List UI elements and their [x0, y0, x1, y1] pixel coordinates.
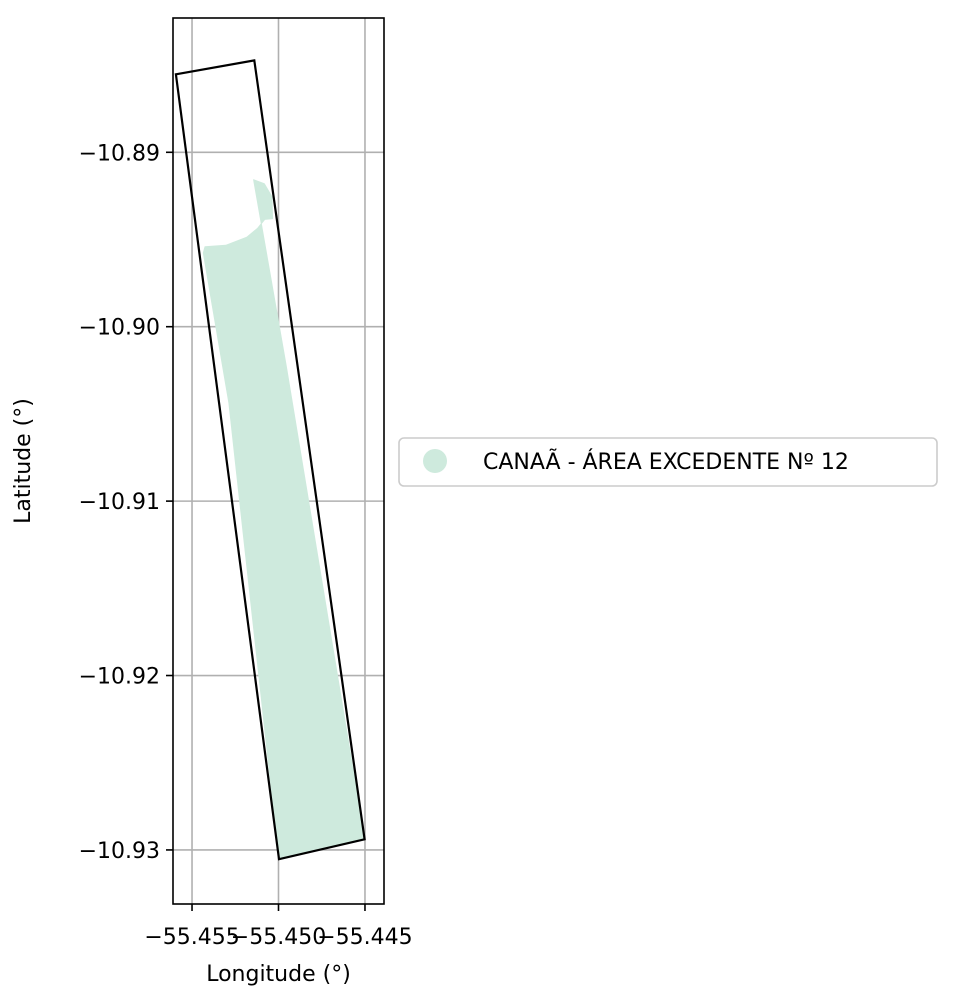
boundary-layer [174, 59, 366, 861]
legend-box [398, 437, 938, 487]
legend-marker [423, 449, 447, 473]
y-tick-label: −10.92 [79, 665, 160, 690]
y-axis-label: Latitude (°) [11, 398, 36, 524]
x-tick-label: −55.450 [231, 925, 326, 950]
x-tick-label: −55.445 [317, 925, 412, 950]
x-axis-label: Longitude (°) [206, 962, 351, 987]
plot-area [172, 17, 385, 905]
y-tick-label: −10.91 [79, 490, 160, 515]
legend: CANAÃ - ÁREA EXCEDENTE Nº 12 [398, 437, 938, 487]
boundary-polygon [174, 59, 366, 861]
y-axis: −10.89 −10.90 −10.91 −10.92 −10.93 [79, 141, 173, 864]
x-tick-label: −55.455 [144, 925, 239, 950]
y-tick-label: −10.90 [79, 316, 160, 341]
x-axis: −55.455−55.450−55.445 [144, 904, 413, 950]
legend-entry-label: CANAÃ - ÁREA EXCEDENTE Nº 12 [483, 448, 849, 475]
y-tick-label: −10.93 [79, 839, 160, 864]
y-tick-label: −10.89 [79, 141, 160, 166]
